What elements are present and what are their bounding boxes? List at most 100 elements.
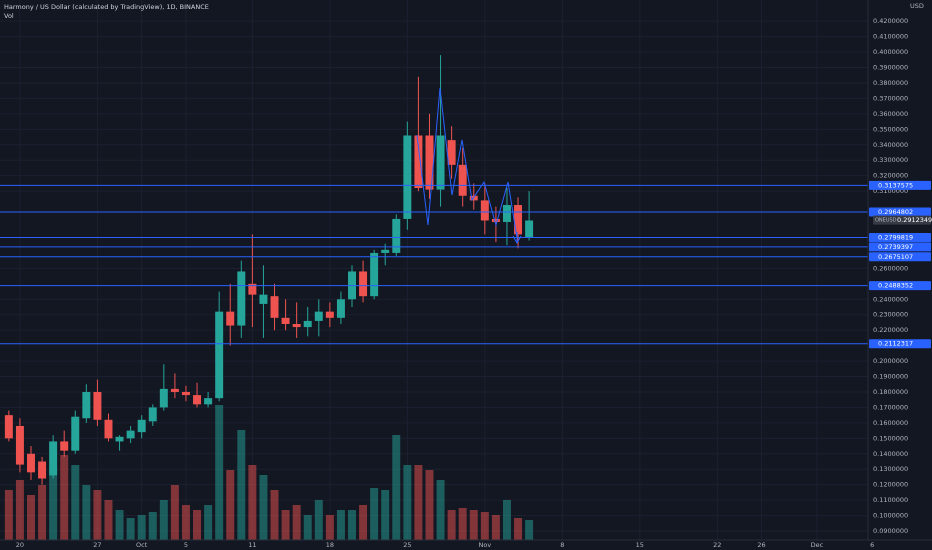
candle-body bbox=[281, 317, 290, 324]
candle-body bbox=[392, 218, 401, 253]
candle-body bbox=[71, 416, 80, 451]
arrow bbox=[512, 232, 522, 245]
candle-body bbox=[38, 461, 47, 479]
chart-title: Harmony / US Dollar (calculated by Tradi… bbox=[4, 3, 209, 11]
last-price-box bbox=[873, 215, 931, 225]
y-tick-label: 0.0900000 bbox=[873, 527, 908, 535]
y-tick-label: 0.2300000 bbox=[873, 311, 908, 319]
price-label-box bbox=[869, 281, 931, 291]
volume-bar bbox=[514, 518, 523, 540]
candle-body bbox=[15, 425, 24, 465]
candle-body bbox=[170, 388, 179, 392]
candle-body bbox=[248, 283, 257, 295]
y-tick-label: 0.3600000 bbox=[873, 110, 908, 118]
grid bbox=[0, 0, 873, 540]
price-lines bbox=[0, 184, 868, 345]
y-tick-label: 0.1400000 bbox=[873, 450, 908, 458]
candle-body bbox=[104, 419, 113, 439]
x-tick-label: Oct bbox=[136, 541, 148, 549]
volume-bar bbox=[458, 508, 467, 540]
y-tick-label: 0.1800000 bbox=[873, 388, 908, 396]
y-tick-label: 0.1600000 bbox=[873, 419, 908, 427]
candle-body bbox=[82, 391, 91, 419]
candle-body bbox=[93, 391, 102, 420]
volume-bar bbox=[4, 490, 13, 540]
candle-body bbox=[226, 311, 235, 326]
volume-bar bbox=[414, 465, 423, 540]
candle-body bbox=[359, 271, 368, 297]
y-tick-label: 0.3300000 bbox=[873, 156, 908, 164]
candle-body bbox=[27, 453, 35, 473]
last-price-label: 0.2912349 bbox=[897, 216, 932, 224]
y-tick-label: 0.4000000 bbox=[873, 48, 908, 56]
volume-bar bbox=[403, 465, 412, 540]
candle-body bbox=[502, 205, 511, 223]
candle-body bbox=[458, 164, 467, 196]
volume-bar bbox=[159, 500, 168, 540]
candle-body bbox=[381, 249, 390, 253]
candle-body bbox=[491, 218, 500, 223]
x-tick-label: Nov bbox=[478, 541, 491, 549]
candle-body bbox=[525, 220, 534, 238]
candle-body bbox=[49, 441, 58, 476]
x-tick-label: 11 bbox=[248, 541, 256, 549]
symbol-label: ONEUSD bbox=[875, 218, 897, 224]
candle-body bbox=[447, 140, 456, 165]
x-tick-label: 15 bbox=[636, 541, 644, 549]
volume-bar bbox=[115, 510, 124, 540]
x-tick-label: 27 bbox=[93, 541, 101, 549]
axis-labels: 0.0900000 0.1000000 0.1100000 0.1200000 0.13… bbox=[16, 17, 932, 549]
volume-bar bbox=[248, 465, 257, 540]
volume-bar bbox=[348, 510, 356, 540]
candle-body bbox=[325, 311, 334, 318]
candle-body bbox=[370, 252, 379, 297]
volume-bar bbox=[436, 480, 445, 540]
price-label: 0.2488352 bbox=[878, 282, 913, 290]
volume-bar bbox=[71, 465, 80, 540]
x-tick-label: 26 bbox=[757, 541, 765, 549]
volume-bar bbox=[126, 518, 135, 540]
volume-bar bbox=[237, 430, 246, 540]
candle-body bbox=[159, 388, 168, 408]
candle-body bbox=[403, 135, 412, 219]
candle-body bbox=[60, 441, 69, 451]
price-label-box bbox=[869, 252, 931, 262]
volume-bar bbox=[148, 512, 157, 540]
volume-bar bbox=[480, 512, 489, 540]
volume-bar bbox=[325, 515, 334, 540]
candle-body bbox=[115, 436, 124, 442]
price-label: 0.2675107 bbox=[878, 253, 913, 261]
candle-body bbox=[436, 135, 445, 190]
x-tick-label: 25 bbox=[403, 541, 411, 549]
volume-bar bbox=[15, 480, 24, 540]
volume-bar bbox=[381, 490, 390, 540]
x-tick-label: 5 bbox=[184, 541, 188, 549]
candles bbox=[4, 55, 534, 485]
volume-pane bbox=[4, 405, 534, 540]
volume-bar bbox=[303, 515, 312, 540]
y-tick-label: 0.1200000 bbox=[873, 481, 908, 489]
y-tick-label: 0.3100000 bbox=[873, 187, 908, 195]
volume-bar bbox=[359, 505, 368, 540]
volume-label: Vol bbox=[4, 12, 14, 20]
y-tick-label: 0.1700000 bbox=[873, 403, 908, 411]
y-tick-label: 0.2600000 bbox=[873, 264, 908, 272]
volume-bar bbox=[336, 510, 345, 540]
volume-bar bbox=[93, 490, 102, 540]
y-tick-label: 0.1300000 bbox=[873, 465, 908, 473]
y-tick-label: 0.3200000 bbox=[873, 172, 908, 180]
y-tick-label: 0.1100000 bbox=[873, 496, 908, 504]
volume-bar bbox=[193, 510, 202, 540]
x-tick-label: 20 bbox=[16, 541, 24, 549]
candle-body bbox=[336, 299, 345, 318]
y-tick-label: 0.3400000 bbox=[873, 141, 908, 149]
volume-bar bbox=[525, 520, 534, 540]
candle-body bbox=[204, 398, 213, 405]
volume-bar bbox=[104, 500, 113, 540]
price-label: 0.3137575 bbox=[878, 181, 913, 189]
volume-bar bbox=[314, 500, 323, 540]
volume-bar bbox=[181, 505, 190, 540]
price-label-box bbox=[869, 180, 931, 190]
candle-body bbox=[270, 296, 279, 318]
